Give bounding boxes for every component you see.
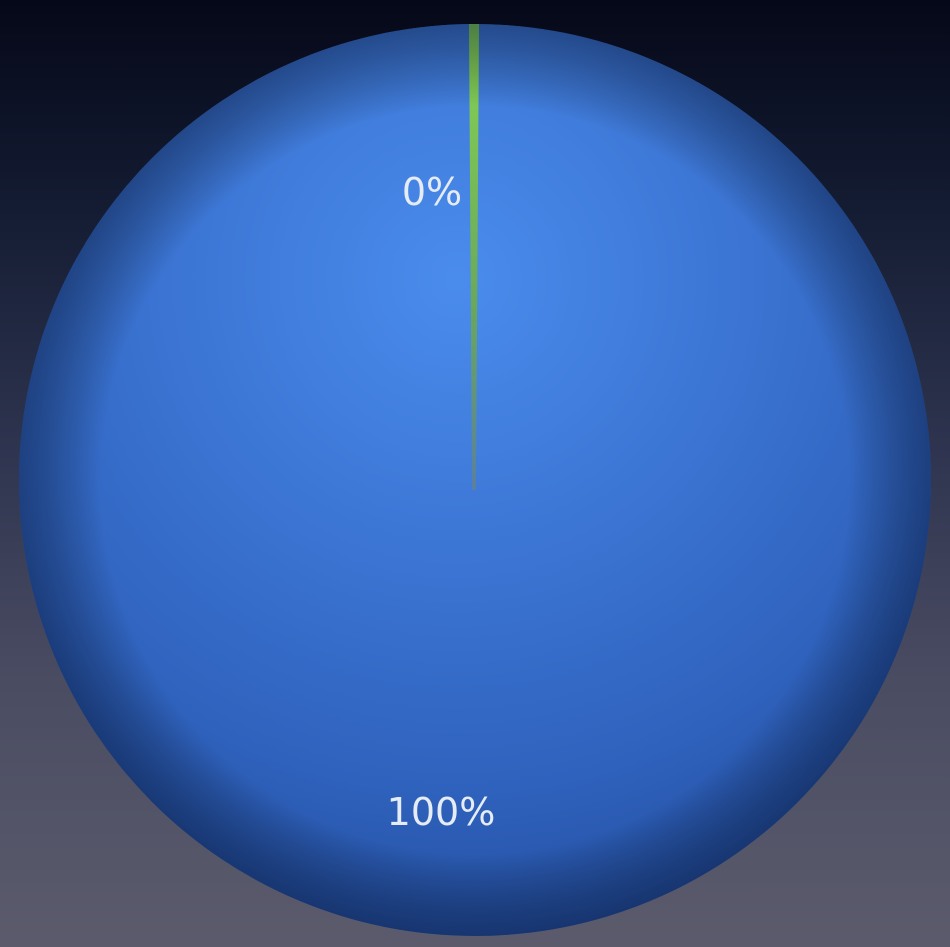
slice-label-0: 0%: [402, 170, 462, 214]
slice-label-1: 100%: [387, 790, 496, 834]
